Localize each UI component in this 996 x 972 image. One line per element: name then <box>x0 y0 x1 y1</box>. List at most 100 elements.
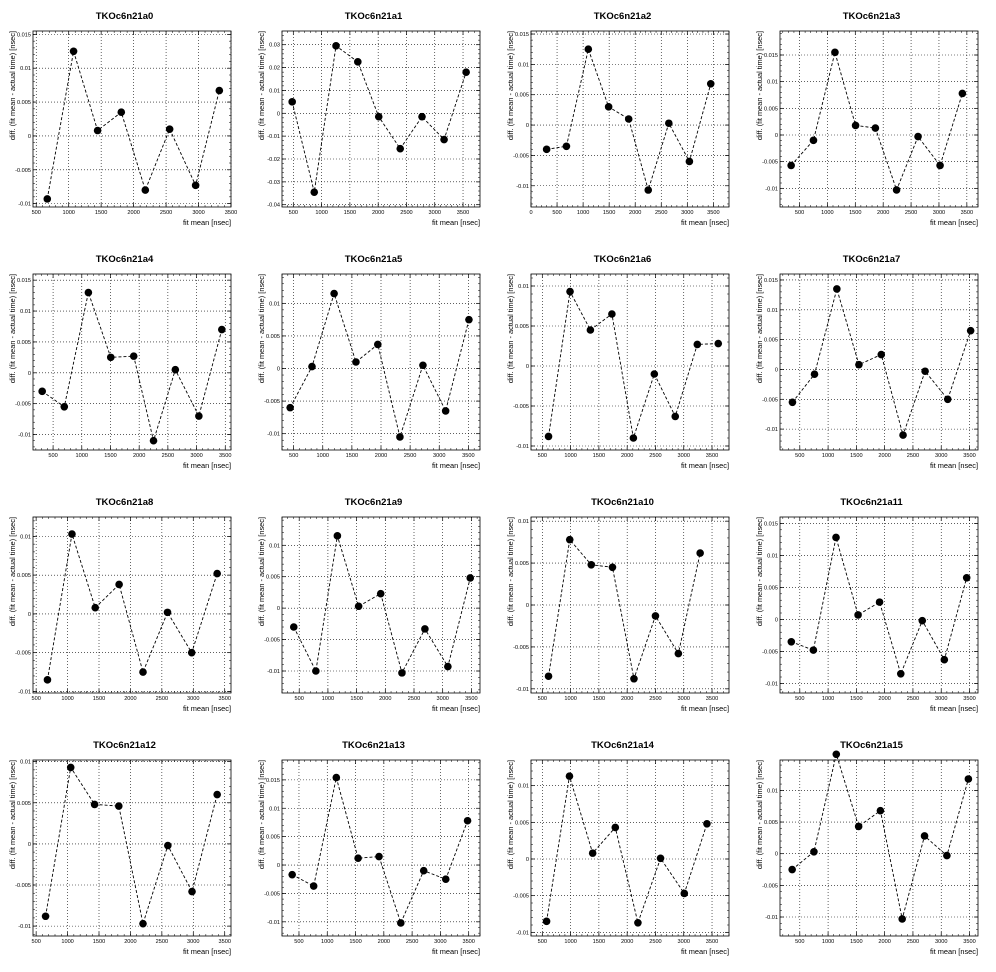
data-point <box>966 326 975 335</box>
y-tick-label: -0.005 <box>513 645 529 651</box>
data-point <box>139 668 147 676</box>
data-point <box>634 919 642 927</box>
y-tick-label: -0.005 <box>15 651 31 657</box>
data-point <box>288 98 296 106</box>
data-point <box>629 434 638 442</box>
y-tick-label: 0.01 <box>269 806 280 812</box>
data-point <box>832 750 841 759</box>
data-point <box>465 315 473 324</box>
y-tick-label: 0.015 <box>515 32 529 38</box>
series-line <box>293 535 471 675</box>
plot-svg: TKOc6n21a2 0 500 1000 1500 2000 2500 3000 3500 -0… <box>506 11 730 227</box>
data-point <box>129 352 138 360</box>
data-point <box>444 662 452 671</box>
plot-title: TKOc6n21a1 <box>345 11 403 22</box>
y-tick-label: 0 <box>28 134 31 140</box>
y-tick-label: 0.005 <box>266 575 280 581</box>
data-point <box>671 412 680 421</box>
y-tick-label: 0 <box>277 111 280 117</box>
y-tick-label: 0.005 <box>515 561 529 567</box>
x-tick-label: 2500 <box>649 939 661 945</box>
x-tick-label: 1500 <box>349 939 361 945</box>
y-tick-label: -0.01 <box>765 186 778 192</box>
data-point <box>920 832 929 840</box>
x-tick-label: 1000 <box>822 696 834 702</box>
series-line <box>790 50 963 192</box>
y-tick-label: -0.01 <box>516 444 529 450</box>
data-point <box>421 625 429 633</box>
data-point <box>312 667 320 675</box>
data-point <box>962 574 971 582</box>
x-tick-label: 1500 <box>350 696 362 702</box>
x-tick-label: 3500 <box>465 696 477 702</box>
y-tick-label: 0 <box>28 842 31 848</box>
data-point <box>375 852 383 861</box>
plot-panel: TKOc6n21a4 500 1000 1500 2000 2500 3000 3500 -0.… <box>0 243 249 486</box>
plot-frame <box>530 273 730 451</box>
data-point <box>165 125 174 133</box>
data-point <box>914 132 922 141</box>
data-point <box>892 186 901 194</box>
x-tick-label: 3500 <box>706 939 718 945</box>
series-line <box>291 777 468 925</box>
y-tick-label: 0.005 <box>17 801 31 807</box>
data-point <box>832 533 840 542</box>
x-tick-label: 3500 <box>218 696 230 702</box>
data-point <box>90 800 99 809</box>
y-tick-label: 0.005 <box>764 585 778 591</box>
data-point <box>851 121 860 130</box>
plot-panel: TKOc6n21a3 500 1000 1500 2000 2500 3000 3500 -0.… <box>747 0 996 243</box>
data-point <box>706 80 715 88</box>
x-tick-label: 1500 <box>850 696 862 702</box>
y-tick-label: 0 <box>277 863 280 869</box>
x-tick-label: 500 <box>538 453 547 459</box>
x-tick-label: 2000 <box>621 453 633 459</box>
y-tick-label: 0 <box>526 364 529 370</box>
y-tick-label: 0.01 <box>518 62 529 68</box>
x-tick-label: 1500 <box>344 210 356 216</box>
data-point <box>674 649 683 658</box>
data-point <box>854 822 863 831</box>
series-line <box>546 776 708 925</box>
data-point <box>463 816 472 825</box>
data-point <box>419 361 427 370</box>
plot-panel: TKOc6n21a0 500 1000 1500 2000 2500 3000 3500 -0.… <box>0 0 249 243</box>
data-point <box>877 350 886 359</box>
data-point <box>43 676 52 684</box>
y-tick-label: 0.02 <box>269 66 280 72</box>
plot-panel: TKOc6n21a12 500 1000 1500 2000 2500 3000 3500 -0… <box>0 729 249 972</box>
data-point <box>940 655 949 664</box>
y-tick-label: -0.005 <box>513 153 529 159</box>
data-point <box>651 612 660 620</box>
data-point <box>69 47 78 56</box>
x-tick-label: 1000 <box>315 210 327 216</box>
x-tick-label: 3500 <box>963 696 975 702</box>
data-point <box>810 847 818 856</box>
data-point <box>41 912 50 921</box>
x-tick-label: 2000 <box>375 453 387 459</box>
data-point <box>584 45 593 54</box>
x-tick-label: 500 <box>538 939 547 945</box>
data-point <box>374 112 383 121</box>
data-point <box>899 431 907 439</box>
y-axis-label: diff. (fit mean - actual time) [nsec] <box>8 760 17 869</box>
data-point <box>854 611 862 619</box>
x-tick-label: 3000 <box>434 939 446 945</box>
data-point <box>566 287 574 296</box>
y-tick-label: 0.01 <box>269 88 280 94</box>
data-point <box>38 387 46 396</box>
x-tick-label: 2500 <box>406 939 418 945</box>
data-point <box>787 161 795 170</box>
data-point <box>809 136 818 145</box>
series-line <box>46 51 220 199</box>
data-point <box>60 402 69 411</box>
plot-panel: TKOc6n21a10 500 1000 1500 2000 2500 3000 3500 -0… <box>498 486 747 729</box>
y-tick-label: 0.01 <box>518 519 529 525</box>
data-point <box>215 86 224 95</box>
x-axis-label: fit mean [nsec] <box>183 947 231 956</box>
y-tick-label: 0.01 <box>20 309 31 315</box>
y-tick-label: -0.01 <box>18 924 31 930</box>
data-point <box>164 841 172 850</box>
plot-title: TKOc6n21a12 <box>93 740 156 751</box>
y-tick-label: -0.005 <box>264 891 280 897</box>
